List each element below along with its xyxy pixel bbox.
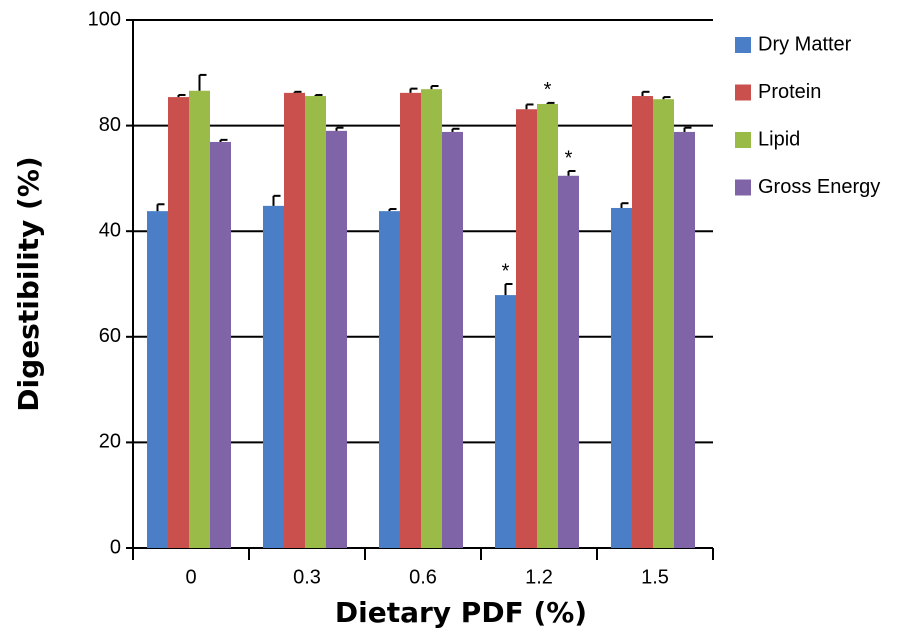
legend-label: Gross Energy [758,176,880,198]
y-tick-label: 20 [99,431,121,453]
legend-swatch [735,37,751,53]
bar [189,90,210,548]
bar [400,92,421,548]
bar [632,96,653,549]
y-tick-label: 60 [99,325,121,347]
bar [326,130,347,548]
bar [284,92,305,548]
bar [421,89,442,548]
y-tick-label: 0 [110,536,121,558]
bar [442,131,463,548]
bar [537,103,558,549]
bar [210,141,231,548]
y-tick-label: 100 [88,8,121,30]
legend-swatch [735,84,751,101]
bar [516,109,537,549]
legend-label: Lipid [758,128,800,150]
x-tick-label: 0.3 [293,566,321,588]
bar [305,96,326,549]
x-tick-label: 1.2 [525,566,553,588]
significance-mark: * [544,79,552,101]
bar [558,175,579,548]
legend-swatch [735,179,751,196]
bar [611,207,632,548]
x-axis-title: Dietary PDF (%) [335,596,587,629]
legend-swatch [735,132,751,148]
x-tick-label: 1.5 [641,566,669,588]
legend-label: Dry Matter [758,33,852,55]
significance-mark: * [565,147,573,169]
y-axis-title: Digestibility (%) [12,156,45,411]
significance-mark: * [502,260,510,282]
x-tick-label: 0 [185,566,196,588]
y-tick-label: 80 [99,114,121,136]
bar [653,99,674,548]
bar [147,211,168,549]
x-tick-label: 0.6 [409,566,437,588]
bar [168,97,189,548]
legend-label: Protein [758,81,821,103]
y-tick-label: 40 [99,219,121,241]
bar [495,295,516,548]
bar [263,205,284,548]
bar [379,211,400,549]
bar [674,131,695,548]
